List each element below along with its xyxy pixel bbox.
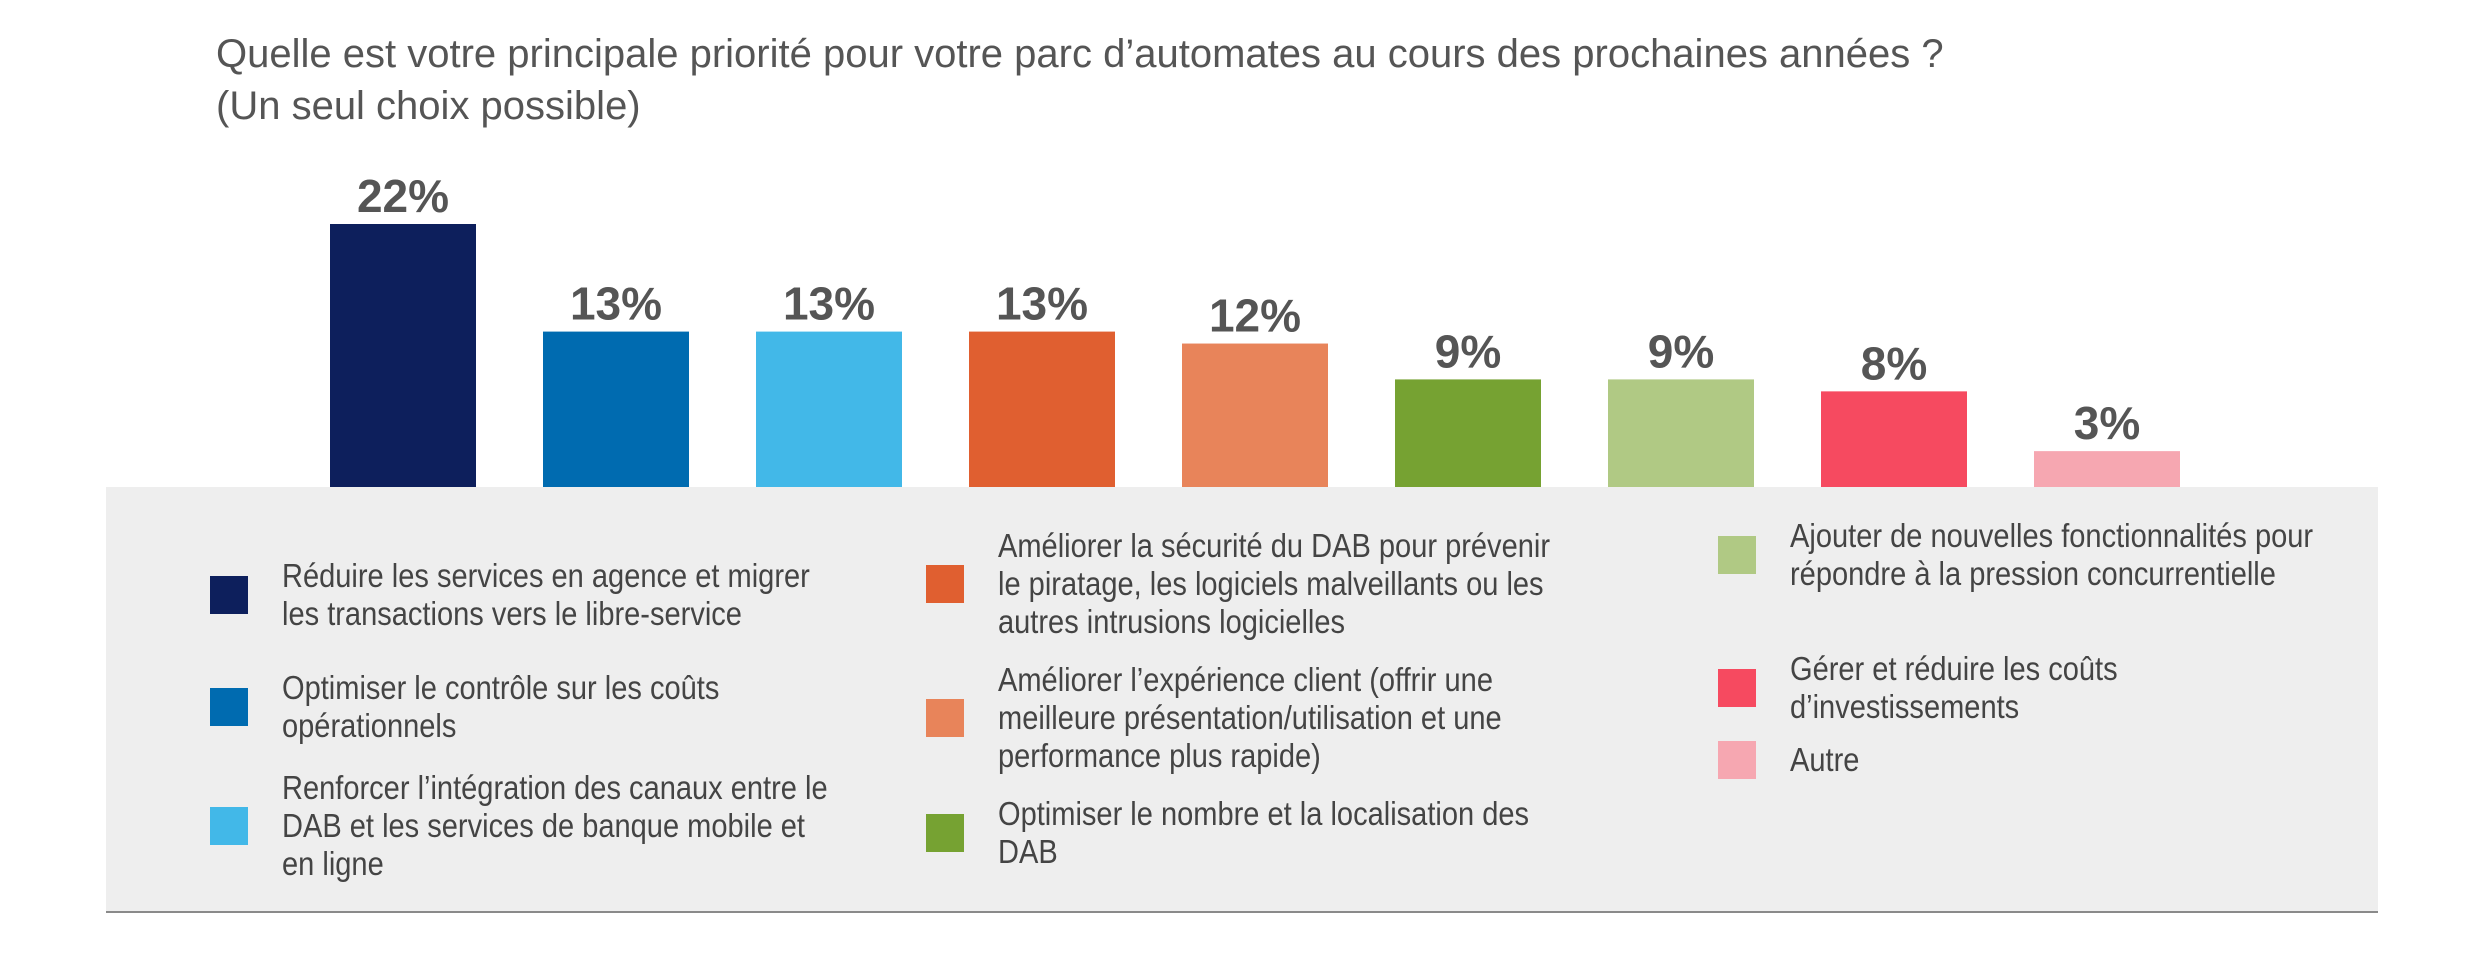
bar-value-label: 3% xyxy=(2074,397,2140,449)
bar-value-label: 9% xyxy=(1648,325,1714,377)
bar xyxy=(756,331,902,487)
legend-swatch xyxy=(210,807,248,845)
legend-item: Réduire les services en agence et migrer… xyxy=(210,557,922,633)
legend-label: Améliorer la sécurité du DAB pour préven… xyxy=(998,527,1551,640)
legend-label: Optimiser le contrôle sur les coûts opér… xyxy=(282,669,720,744)
bar-value-label: 8% xyxy=(1861,337,1927,389)
legend-label: Autre xyxy=(1790,741,1860,778)
bar xyxy=(2034,451,2180,487)
chart-title-line2: (Un seul choix possible) xyxy=(216,84,641,128)
bar-chart: 22% 13% 13% 13% 12% 9% 9% 8% 3% xyxy=(330,170,2180,487)
bar xyxy=(1182,343,1328,487)
legend-label: Renforcer l’intégration des canaux entre… xyxy=(282,769,828,882)
legend-item: Améliorer l’expérience client (offrir un… xyxy=(926,661,1638,775)
legend-swatch xyxy=(926,814,964,852)
bar xyxy=(969,331,1115,487)
bar xyxy=(543,331,689,487)
legend-swatch xyxy=(210,688,248,726)
legend-swatch xyxy=(1718,536,1756,574)
bar-value-label: 13% xyxy=(570,278,662,330)
legend-item: Gérer et réduire les coûts d’investissem… xyxy=(1718,650,2430,726)
legend-swatch xyxy=(1718,669,1756,707)
bar-value-label: 13% xyxy=(996,278,1088,330)
bar-value-label: 12% xyxy=(1209,290,1301,342)
legend-label: Réduire les services en agence et migrer… xyxy=(282,557,810,632)
bar xyxy=(1821,391,1967,487)
bar xyxy=(1395,379,1541,487)
bar xyxy=(1608,379,1754,487)
bar xyxy=(330,224,476,487)
legend-label: Gérer et réduire les coûts d’investissem… xyxy=(1790,650,2118,725)
legend-label: Ajouter de nouvelles fonctionnalités pou… xyxy=(1790,517,2314,592)
legend-label: Améliorer l’expérience client (offrir un… xyxy=(998,661,1502,774)
legend-item: Ajouter de nouvelles fonctionnalités pou… xyxy=(1718,517,2430,593)
legend-panel: Réduire les services en agence et migrer… xyxy=(106,487,2378,913)
legend-item: Renforcer l’intégration des canaux entre… xyxy=(210,769,922,883)
legend-swatch xyxy=(1718,741,1756,779)
legend-item: Améliorer la sécurité du DAB pour préven… xyxy=(926,527,1638,641)
legend-label: Optimiser le nombre et la localisation d… xyxy=(998,795,1530,870)
bar-value-label: 9% xyxy=(1435,325,1501,377)
chart-title-line1: Quelle est votre principale priorité pou… xyxy=(216,32,1944,76)
legend-swatch xyxy=(926,565,964,603)
legend-swatch xyxy=(926,699,964,737)
legend-item: Autre xyxy=(1718,741,2430,779)
legend-item: Optimiser le nombre et la localisation d… xyxy=(926,795,1638,871)
bar-value-label: 13% xyxy=(783,278,875,330)
legend-swatch xyxy=(210,576,248,614)
bar-value-label: 22% xyxy=(357,170,449,222)
chart-title: Quelle est votre principale priorité pou… xyxy=(216,28,2316,132)
legend-item: Optimiser le contrôle sur les coûts opér… xyxy=(210,669,922,745)
